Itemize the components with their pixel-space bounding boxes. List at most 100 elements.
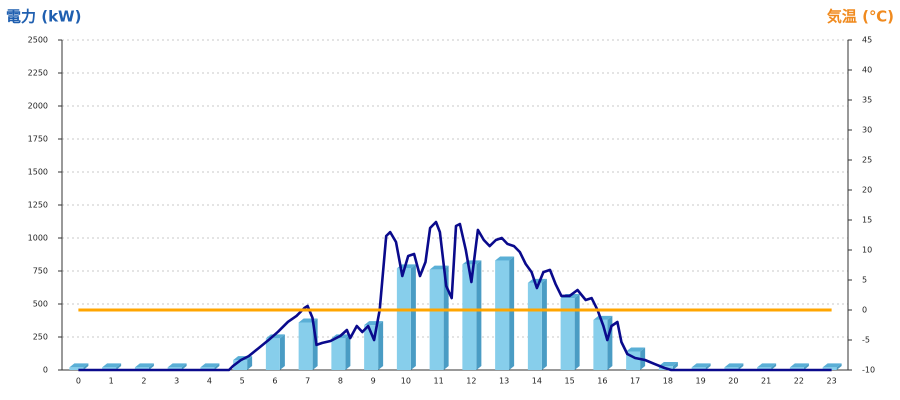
bar bbox=[200, 367, 215, 370]
y-tick-label: 2000 bbox=[28, 102, 48, 111]
bar-top bbox=[167, 363, 187, 368]
x-tick-label: 0 bbox=[76, 377, 81, 386]
x-tick-label: 14 bbox=[532, 377, 542, 386]
bar-side bbox=[214, 363, 220, 370]
bar bbox=[691, 367, 706, 370]
bar-top bbox=[822, 363, 842, 368]
bar bbox=[167, 367, 182, 370]
bar-side bbox=[410, 264, 416, 370]
y-axis-title: 電力 (kW) bbox=[6, 8, 81, 26]
y-tick-label: 0 bbox=[43, 366, 48, 375]
bar-top bbox=[658, 362, 678, 367]
y-tick-label: 500 bbox=[33, 300, 48, 309]
bar bbox=[298, 322, 313, 370]
bar bbox=[462, 264, 477, 370]
x-tick-label: 8 bbox=[338, 377, 343, 386]
bar-top bbox=[102, 363, 122, 368]
x-tick-label: 9 bbox=[371, 377, 376, 386]
bar bbox=[69, 367, 84, 370]
x-tick-label: 3 bbox=[174, 377, 179, 386]
bar-top bbox=[69, 363, 89, 368]
bar-side bbox=[116, 363, 122, 370]
bar-side bbox=[181, 363, 187, 370]
bar bbox=[331, 338, 346, 370]
y2-tick-label: -10 bbox=[862, 366, 875, 375]
bar-side bbox=[705, 363, 711, 370]
bar bbox=[527, 282, 542, 370]
bar-side bbox=[607, 315, 613, 370]
bar-top bbox=[757, 363, 777, 368]
y2-tick-label: -5 bbox=[862, 336, 870, 345]
y2-tick-label: 45 bbox=[862, 36, 872, 45]
x-tick-label: 7 bbox=[305, 377, 310, 386]
x-tick-label: 12 bbox=[466, 377, 476, 386]
bar bbox=[233, 360, 248, 370]
bar-side bbox=[148, 363, 154, 370]
y2-tick-label: 15 bbox=[862, 216, 872, 225]
x-tick-label: 19 bbox=[696, 377, 706, 386]
bar bbox=[560, 298, 575, 370]
x-tick-label: 17 bbox=[630, 377, 640, 386]
bar-side bbox=[247, 356, 253, 370]
y-tick-label: 250 bbox=[33, 333, 48, 342]
bar bbox=[396, 268, 411, 370]
bar bbox=[789, 367, 804, 370]
bar-top bbox=[527, 278, 547, 283]
bar bbox=[134, 367, 149, 370]
bar-side bbox=[574, 294, 580, 370]
x-tick-label: 5 bbox=[240, 377, 245, 386]
y-tick-label: 1000 bbox=[28, 234, 48, 243]
bar-side bbox=[541, 278, 547, 370]
x-tick-label: 20 bbox=[728, 377, 738, 386]
bar bbox=[757, 367, 772, 370]
x-tick-label: 6 bbox=[272, 377, 277, 386]
y2-tick-label: 35 bbox=[862, 96, 872, 105]
y-tick-label: 1250 bbox=[28, 201, 48, 210]
y2-tick-label: 40 bbox=[862, 66, 872, 75]
y-tick-label: 1500 bbox=[28, 168, 48, 177]
x-tick-label: 10 bbox=[401, 377, 411, 386]
bar-top bbox=[593, 315, 613, 320]
bar-side bbox=[378, 321, 384, 370]
y2-axis-title: 気温 (℃) bbox=[827, 8, 894, 26]
bar-side bbox=[476, 260, 482, 370]
y2-tick-label: 10 bbox=[862, 246, 872, 255]
bar bbox=[265, 338, 280, 370]
x-tick-label: 1 bbox=[109, 377, 114, 386]
bar-top bbox=[200, 363, 220, 368]
x-tick-label: 21 bbox=[761, 377, 771, 386]
bar-side bbox=[83, 363, 89, 370]
bar bbox=[822, 367, 837, 370]
bar-side bbox=[509, 256, 515, 370]
bar-top bbox=[789, 363, 809, 368]
y-tick-label: 1750 bbox=[28, 135, 48, 144]
power-line bbox=[78, 220, 832, 372]
y-tick-label: 2250 bbox=[28, 69, 48, 78]
y2-tick-label: 0 bbox=[862, 306, 867, 315]
bar bbox=[102, 367, 117, 370]
x-tick-label: 16 bbox=[597, 377, 607, 386]
y2-tick-label: 20 bbox=[862, 186, 872, 195]
bar-side bbox=[738, 363, 744, 370]
x-tick-label: 23 bbox=[827, 377, 837, 386]
x-tick-label: 13 bbox=[499, 377, 509, 386]
bar-top bbox=[626, 347, 646, 352]
bar-side bbox=[672, 362, 678, 370]
bar-side bbox=[345, 334, 351, 370]
x-tick-label: 4 bbox=[207, 377, 212, 386]
y-tick-label: 750 bbox=[33, 267, 48, 276]
bar-top bbox=[691, 363, 711, 368]
bar-side bbox=[771, 363, 777, 370]
x-tick-label: 11 bbox=[434, 377, 444, 386]
x-tick-label: 22 bbox=[794, 377, 804, 386]
x-tick-label: 18 bbox=[663, 377, 673, 386]
bar-side bbox=[443, 265, 449, 370]
x-tick-label: 2 bbox=[141, 377, 146, 386]
bar bbox=[724, 367, 739, 370]
bar-side bbox=[836, 363, 842, 370]
bar bbox=[593, 319, 608, 370]
bar-side bbox=[803, 363, 809, 370]
bar-top bbox=[134, 363, 154, 368]
bar bbox=[495, 260, 510, 370]
y-tick-label: 2500 bbox=[28, 36, 48, 45]
